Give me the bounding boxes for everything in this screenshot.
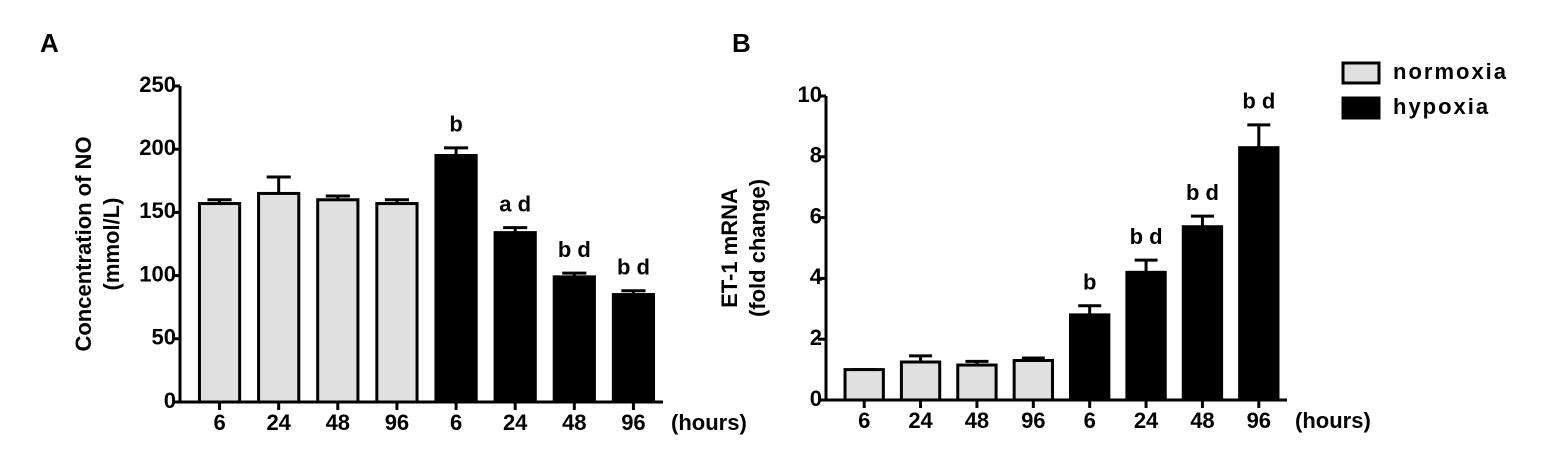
bar — [843, 368, 885, 402]
significance-label: b d — [1130, 224, 1163, 249]
y-tick-label: 100 — [139, 261, 176, 286]
bar — [434, 154, 478, 404]
panel-label: A — [40, 28, 59, 58]
x-tick-label: 48 — [562, 410, 586, 435]
bar — [257, 191, 301, 404]
x-tick-label: 96 — [385, 410, 409, 435]
bar — [1181, 225, 1224, 402]
significance-label: a d — [499, 191, 531, 216]
y-axis-label: (fold change) — [745, 179, 770, 317]
legend-swatch — [1341, 61, 1381, 85]
bar — [197, 202, 242, 404]
significance-label: b d — [1186, 180, 1219, 205]
y-tick-label: 0 — [164, 388, 176, 413]
legend-label: hypoxia — [1393, 94, 1490, 119]
y-tick-label: 50 — [152, 325, 176, 350]
y-tick-label: 250 — [139, 72, 176, 97]
y-axis-label: (mmol/L) — [99, 198, 124, 291]
bar — [899, 360, 942, 402]
x-axis-label: (hours) — [1295, 408, 1371, 433]
significance-label: b d — [1242, 89, 1275, 114]
bar — [956, 363, 998, 402]
x-tick-label: 24 — [1134, 408, 1159, 433]
significance-label: b d — [617, 255, 650, 280]
x-tick-label: 6 — [1084, 408, 1096, 433]
y-tick-label: 2 — [810, 325, 822, 350]
bar — [611, 293, 656, 404]
panel-label: B — [732, 28, 751, 58]
x-tick-label: 24 — [266, 410, 291, 435]
x-tick-label: 48 — [965, 408, 989, 433]
significance-label: b d — [558, 237, 591, 262]
y-tick-label: 0 — [810, 386, 822, 411]
bar — [1125, 270, 1167, 402]
x-tick-label: 48 — [326, 410, 350, 435]
bar — [1069, 313, 1111, 402]
bar — [1238, 146, 1280, 402]
bar — [316, 198, 360, 404]
y-axis-label: ET-1 mRNA — [717, 188, 742, 308]
y-axis-label: Concentration of NO — [71, 136, 96, 351]
x-tick-label: 24 — [503, 410, 528, 435]
x-tick-label: 24 — [908, 408, 933, 433]
bar — [493, 231, 537, 404]
bar — [375, 202, 419, 404]
bar — [1012, 358, 1054, 402]
x-tick-label: 6 — [858, 408, 870, 433]
significance-label: b — [449, 112, 462, 137]
y-tick-label: 8 — [810, 143, 822, 168]
x-tick-label: 6 — [213, 410, 225, 435]
y-tick-label: 6 — [810, 203, 822, 228]
x-tick-label: 48 — [1190, 408, 1214, 433]
bar — [552, 275, 596, 404]
y-tick-label: 200 — [139, 135, 176, 160]
y-tick-label: 4 — [810, 264, 823, 289]
x-axis-label: (hours) — [671, 410, 747, 435]
y-tick-label: 150 — [139, 198, 176, 223]
x-tick-label: 96 — [621, 410, 645, 435]
legend-swatch — [1341, 96, 1381, 120]
legend-label: normoxia — [1393, 59, 1508, 84]
x-tick-label: 96 — [1021, 408, 1045, 433]
x-tick-label: 96 — [1247, 408, 1271, 433]
y-tick-label: 10 — [798, 82, 822, 107]
x-tick-label: 6 — [450, 410, 462, 435]
significance-label: b — [1083, 270, 1096, 295]
